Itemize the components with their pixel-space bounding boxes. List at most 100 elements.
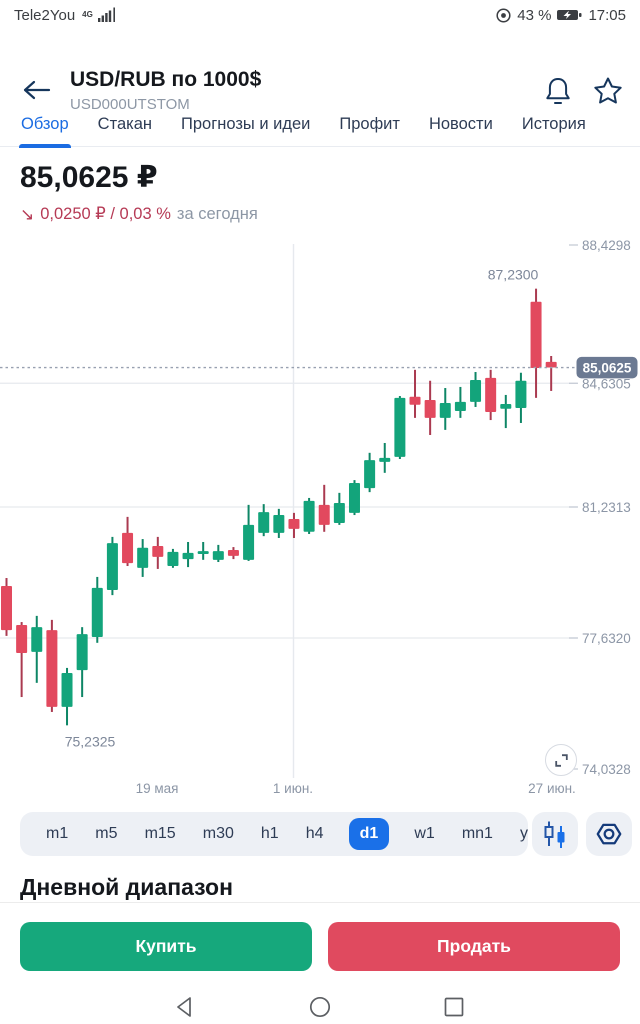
candle-body <box>515 380 527 409</box>
candle-body <box>197 551 209 554</box>
candle-body <box>258 512 270 533</box>
battery-percent-label: 43 % <box>517 6 552 24</box>
timeframe-w1[interactable]: w1 <box>414 825 435 842</box>
tab-обзор[interactable]: Обзор <box>19 103 71 148</box>
tab-label: Стакан <box>97 115 152 133</box>
candle-body <box>76 634 88 671</box>
candle-body <box>91 587 103 637</box>
nav-back-button[interactable] <box>164 992 204 1022</box>
network-4g-label: 4G <box>82 9 93 19</box>
eye-comfort-icon <box>496 7 511 23</box>
candle-body <box>273 515 285 533</box>
price-change-row: ↘ 0,0250 ₽ / 0,03 % за сегодня <box>20 204 258 224</box>
candle-wick <box>550 356 553 391</box>
candle-body <box>394 397 406 457</box>
candle-body <box>288 519 300 529</box>
status-bar: Tele2You 4G 43 % 17:05 <box>0 0 640 30</box>
tab-label: Обзор <box>21 115 69 133</box>
x-axis-label: 19 мая <box>136 781 179 796</box>
x-axis-label: 1 июн. <box>273 781 313 796</box>
battery-charging-icon <box>557 10 582 20</box>
x-axis-label: 27 июн. <box>528 781 576 796</box>
candle-body <box>500 404 512 409</box>
candle-body <box>152 545 164 557</box>
tab-label: Новости <box>428 115 493 133</box>
candle-body <box>348 483 360 513</box>
bell-icon <box>546 78 570 104</box>
back-button[interactable] <box>18 76 54 106</box>
tab-профит[interactable]: Профит <box>339 103 400 147</box>
sell-button[interactable]: Продать <box>328 922 620 971</box>
ticker-code: USD000UTSTOM <box>70 96 190 113</box>
buy-button[interactable]: Купить <box>20 922 312 971</box>
candle-body <box>16 624 28 653</box>
android-nav-bar <box>0 990 640 1024</box>
chart-settings-button[interactable] <box>586 812 632 856</box>
clock-label: 17:05 <box>588 6 626 24</box>
current-price: 85,0625 ₽ <box>20 161 158 194</box>
tab-bar: Обзор Стакан Прогнозы и идеи Профит Новости И… <box>0 103 640 148</box>
candle-wick <box>504 394 507 429</box>
tab-label: Прогнозы и идеи <box>181 115 311 133</box>
tab-история[interactable]: История <box>522 103 586 147</box>
signal-strength-icon <box>97 7 115 22</box>
tab-label: Профит <box>339 115 400 133</box>
candle-body <box>46 630 58 707</box>
candle-body <box>470 380 482 402</box>
nav-recents-button[interactable] <box>434 992 474 1022</box>
settings-hex-icon <box>596 823 622 845</box>
nav-back-triangle-icon <box>177 997 191 1017</box>
timeframe-mn1[interactable]: mn1 <box>461 825 493 842</box>
favorite-button[interactable] <box>590 74 626 110</box>
timeframe-h4[interactable]: h4 <box>305 825 324 842</box>
candle-body <box>364 460 376 489</box>
timeframe-y[interactable]: y <box>519 825 528 842</box>
back-arrow-icon <box>23 80 51 99</box>
timeframe-h1[interactable]: h1 <box>260 825 279 842</box>
candle-body <box>243 524 255 560</box>
timeframe-m5[interactable]: m5 <box>95 825 118 842</box>
carrier-label: Tele2You <box>14 6 76 24</box>
low-price-annotation: 75,2325 <box>65 733 116 749</box>
current-price-badge-label: 85,0625 <box>583 360 632 375</box>
candle-body <box>167 551 179 567</box>
candle-body <box>409 396 421 405</box>
section-heading: Дневной диапазон <box>20 874 233 900</box>
price-change-value: 0,0250 ₽ / 0,03 % <box>40 205 171 223</box>
expand-icon <box>554 753 568 767</box>
timeframe-m1[interactable]: m1 <box>46 825 69 842</box>
y-axis-label: 77,6320 <box>582 631 631 646</box>
timeframe-bar: m1 m5 m15 m30 h1 h4 d1 w1 mn1 y <box>20 812 528 856</box>
chart-type-button[interactable] <box>532 812 578 856</box>
timeframe-d1[interactable]: d1 <box>348 818 390 850</box>
timeframe-m30[interactable]: m30 <box>202 825 234 842</box>
header: USD/RUB по 1000$ USD000UTSTOM <box>0 30 640 113</box>
y-axis-label: 84,6305 <box>582 376 631 391</box>
active-tab-underline <box>19 143 71 148</box>
nav-home-button[interactable] <box>300 992 340 1022</box>
tab-прогнозы-и-идеи[interactable]: Прогнозы и идеи <box>181 103 310 147</box>
timeframe-m15[interactable]: m15 <box>144 825 176 842</box>
candle-body <box>454 401 466 411</box>
candle-body <box>530 301 542 369</box>
current-price-badge <box>576 356 638 379</box>
candle-body <box>303 500 315 532</box>
trade-action-bar: Купить Продать <box>0 902 640 990</box>
candle-body <box>182 552 194 560</box>
tab-новости[interactable]: Новости <box>429 103 493 147</box>
y-axis-label: 74,0328 <box>582 762 631 777</box>
tab-label: История <box>521 115 586 133</box>
star-icon <box>594 77 622 104</box>
y-axis-label: 88,4298 <box>582 238 631 253</box>
candlestick-chart[interactable]: 88,4298 84,6305 81,2313 77,6320 74,0328 87,23… <box>0 236 640 806</box>
nav-home-circle-icon <box>309 996 331 1018</box>
notifications-button[interactable] <box>540 74 576 110</box>
candle-wick <box>20 622 23 698</box>
candle-body <box>545 361 557 368</box>
tab-стакан[interactable]: Стакан <box>98 103 152 147</box>
fullscreen-chart-button[interactable] <box>545 744 577 776</box>
high-price-annotation: 87,2300 <box>488 267 539 283</box>
candlestick-chart-icon <box>544 821 565 848</box>
candle-wick <box>414 369 417 418</box>
candle-body <box>106 543 118 591</box>
